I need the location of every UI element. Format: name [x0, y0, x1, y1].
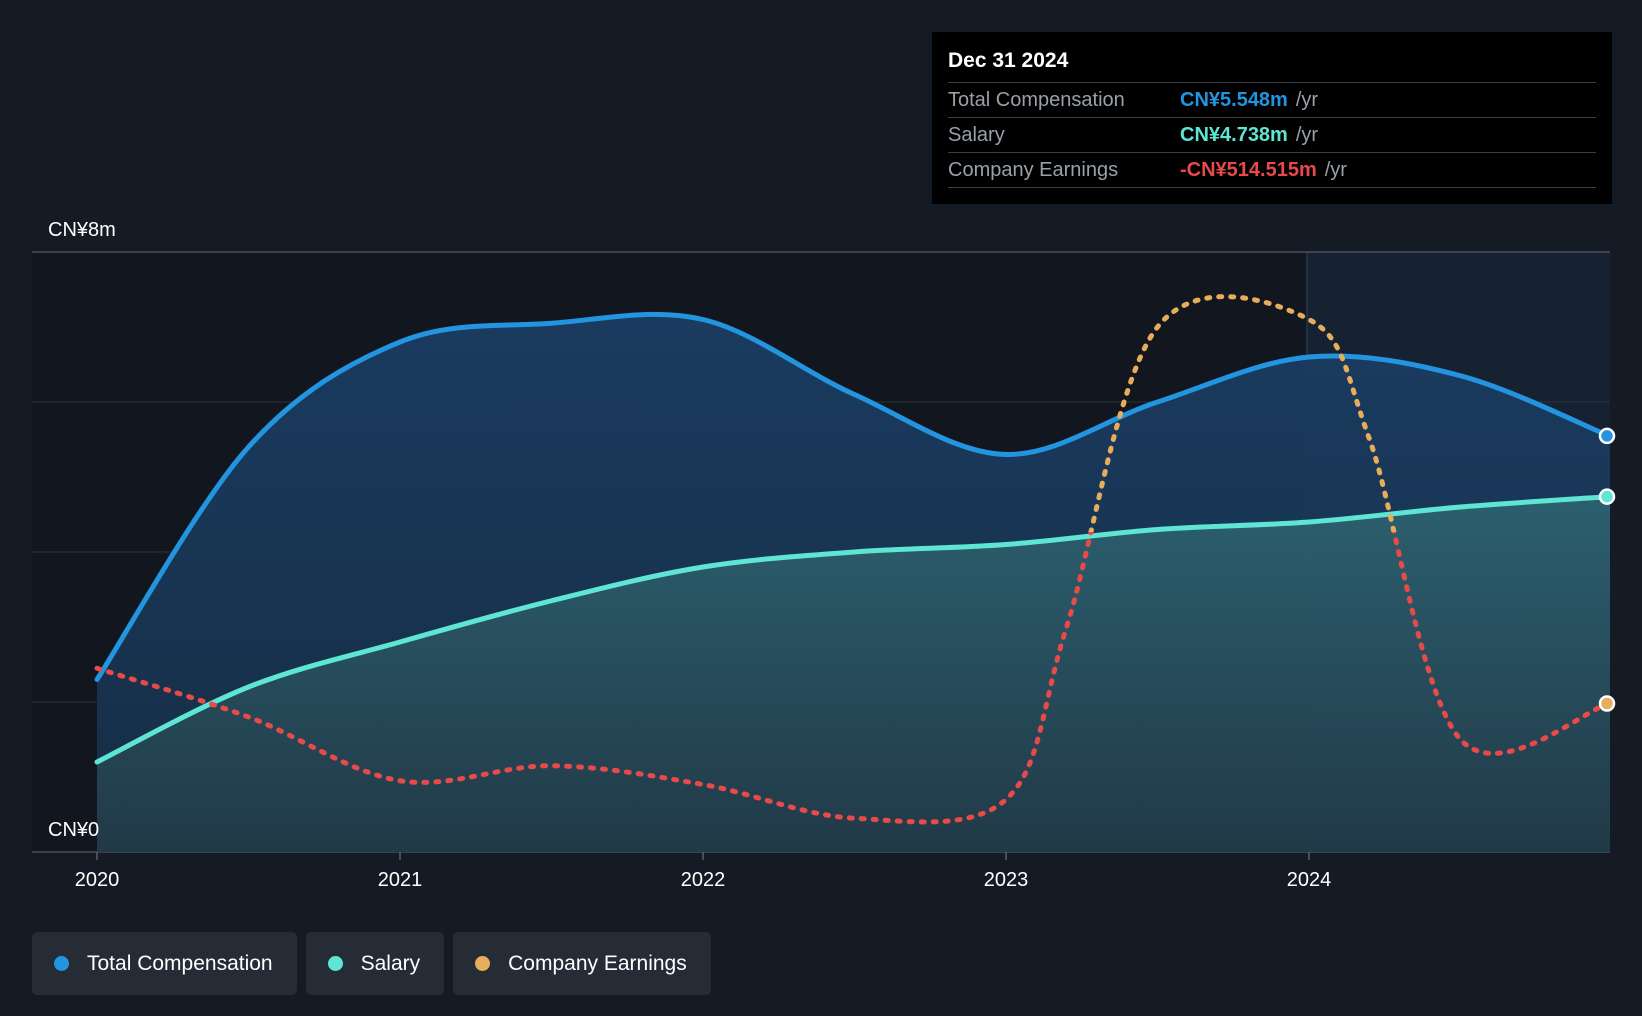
series-lines — [94, 294, 1612, 825]
tooltip-row-total-compensation: Total Compensation CN¥5.548m /yr — [948, 82, 1596, 117]
legend-item-salary[interactable]: Salary — [305, 932, 445, 995]
legend-item-total-compensation[interactable]: Total Compensation — [32, 932, 297, 995]
legend-dot-icon — [327, 956, 343, 971]
tooltip-row-salary: Salary CN¥4.738m /yr — [948, 117, 1596, 152]
tooltip-value: CN¥5.548m — [1180, 88, 1288, 111]
tooltip-value: CN¥4.738m — [1180, 123, 1288, 146]
legend-label: Company Earnings — [508, 951, 687, 975]
tooltip-row-company-earnings: Company Earnings -CN¥514.515m /yr — [948, 152, 1596, 188]
salary-area — [97, 495, 1610, 852]
salary-end-point[interactable] — [1598, 488, 1616, 505]
salary-line — [94, 494, 1612, 765]
y-tick-label-top: CN¥8m — [48, 219, 116, 241]
x-tick-label: 2022 — [681, 869, 726, 891]
series-areas — [97, 314, 1610, 852]
tooltip-label: Salary — [948, 123, 1005, 146]
legend-label: Total Compensation — [87, 951, 273, 975]
legend-dot-icon — [475, 956, 491, 971]
end-markers — [1598, 427, 1616, 712]
legend-item-company-earnings[interactable]: Company Earnings — [453, 932, 711, 995]
x-tick-label: 2020 — [75, 869, 120, 891]
company-earnings-line-positive — [1088, 294, 1397, 532]
tooltip-value: -CN¥514.515m — [1180, 158, 1317, 181]
tooltip-label: Total Compensation — [948, 88, 1125, 111]
x-tick-label: 2023 — [984, 869, 1029, 891]
legend: Total Compensation Salary Company Earnin… — [32, 932, 711, 995]
x-axis: 2020 2021 2022 2023 2024 — [75, 852, 1332, 891]
tooltip-unit: /yr — [1324, 158, 1347, 181]
x-tick-label: 2024 — [1287, 869, 1332, 891]
total-compensation-end-point[interactable] — [1598, 427, 1616, 445]
company-earnings-end-point[interactable] — [1598, 695, 1616, 712]
legend-label: Salary — [360, 951, 421, 975]
legend-dot-icon — [54, 956, 69, 971]
tooltip: Dec 31 2024 Total Compensation CN¥5.548m… — [932, 32, 1612, 204]
tooltip-unit: /yr — [1295, 88, 1319, 111]
x-tick-label: 2021 — [378, 869, 423, 891]
tooltip-label: Company Earnings — [948, 158, 1119, 181]
tooltip-unit: /yr — [1295, 123, 1319, 146]
tooltip-date: Dec 31 2024 — [948, 49, 1069, 72]
y-tick-label-bottom: CN¥0 — [48, 819, 99, 841]
company-earnings-line-negative — [94, 532, 1612, 825]
